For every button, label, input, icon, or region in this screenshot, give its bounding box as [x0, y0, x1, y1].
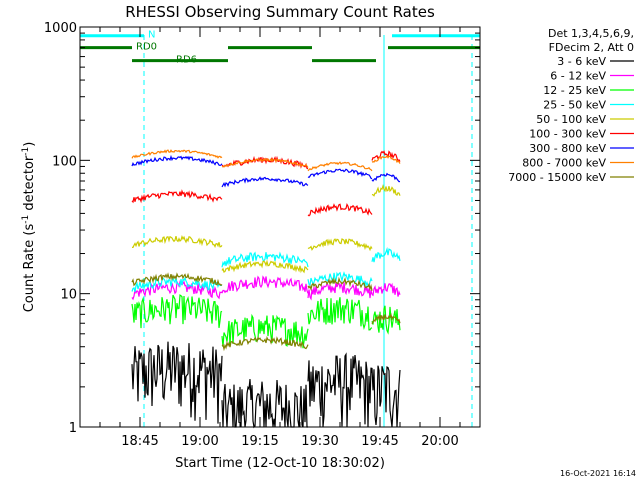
- series-lines: [131, 149, 401, 429]
- legend-entry-label: 300 - 800 keV: [529, 142, 606, 155]
- flag-label: RD6: [176, 55, 197, 66]
- series-line: [131, 294, 401, 349]
- chart-title: RHESSI Observing Summary Count Rates: [125, 3, 435, 21]
- x-axis-label: Start Time (12-Oct-10 18:30:02): [175, 456, 385, 471]
- legend-entry-label: 3 - 6 keV: [557, 55, 606, 68]
- y-axis-label-sup2: -1: [21, 147, 31, 156]
- series-line: [131, 154, 401, 188]
- legend-entry-label: 6 - 12 keV: [550, 70, 606, 83]
- y-axis-label-sup1: -1: [21, 215, 31, 224]
- y-axis-ticks: 1 10 100 1000: [44, 21, 480, 436]
- legend-entry-label: 100 - 300 keV: [529, 128, 606, 141]
- x-tick-label: 19:30: [301, 434, 338, 449]
- legend-entry-label: 12 - 25 keV: [543, 84, 606, 97]
- series-line: [131, 246, 401, 292]
- x-tick-label: 19:00: [181, 434, 218, 449]
- y-tick-label: 1: [69, 421, 77, 436]
- x-axis-ticks: 18:45 19:00 19:15 19:30 19:45 20:00: [79, 27, 481, 449]
- legend-header-line2: FDecim 2, Att 0: [549, 41, 634, 54]
- x-tick-label: 19:15: [241, 434, 278, 449]
- series-line: [131, 149, 401, 172]
- x-tick-label: 18:45: [121, 434, 158, 449]
- flag-label: N: [148, 30, 155, 41]
- y-tick-label: 1000: [44, 21, 77, 36]
- series-line: [131, 150, 401, 217]
- series-line: [131, 341, 401, 429]
- series-line: [132, 183, 401, 274]
- y-tick-label: 100: [52, 154, 77, 169]
- x-tick-label: 20:00: [421, 434, 458, 449]
- y-axis-label-mid: detector: [22, 155, 37, 215]
- y-axis-label-main: Count Rate (s: [22, 224, 37, 313]
- x-tick-label: 19:45: [361, 434, 398, 449]
- legend-entry-label: 50 - 100 keV: [536, 113, 606, 126]
- y-axis-label-end: ): [22, 142, 37, 147]
- legend-entry-label: 7000 - 15000 keV: [508, 171, 606, 184]
- legend-entry-label: 800 - 7000 keV: [522, 157, 606, 170]
- y-tick-label: 10: [60, 288, 77, 303]
- series-line: [131, 272, 401, 352]
- flag-label: RD0: [136, 42, 157, 53]
- legend-header-line1: Det 1,3,4,5,6,9,: [548, 27, 634, 40]
- legend: Det 1,3,4,5,6,9, FDecim 2, Att 0 3 - 6 k…: [508, 27, 634, 184]
- footer-timestamp: 16-Oct-2021 16:14: [560, 469, 636, 478]
- y-axis-label: Count Rate (s-1 detector-1): [21, 142, 37, 313]
- legend-entry-label: 25 - 50 keV: [543, 99, 606, 112]
